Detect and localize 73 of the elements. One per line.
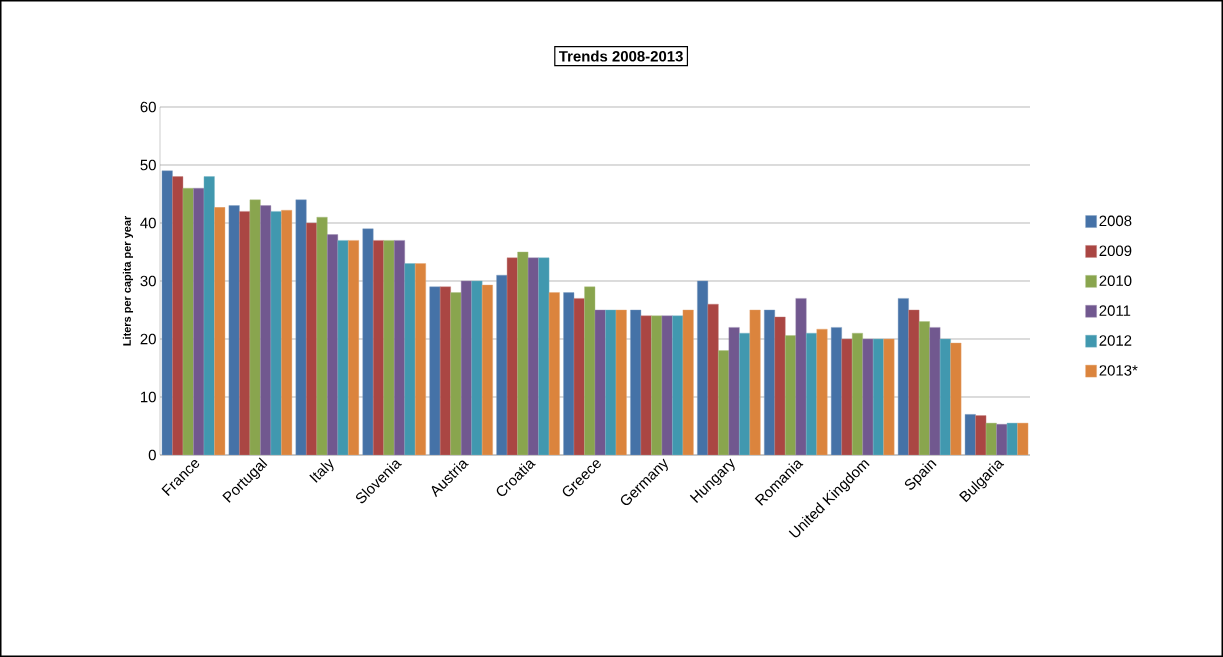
bar — [404, 263, 416, 455]
bar — [295, 199, 307, 455]
legend-label: 2013* — [1099, 365, 1138, 376]
bar — [337, 240, 349, 455]
bar — [172, 176, 184, 455]
chart-title: Trends 2008-2013 — [558, 50, 683, 62]
y-tick-label: 20 — [140, 333, 156, 345]
y-tick-label: 40 — [140, 217, 156, 229]
bar — [439, 286, 451, 455]
bar — [862, 338, 874, 455]
bar — [316, 216, 328, 455]
bar — [548, 292, 560, 455]
bar — [281, 210, 293, 455]
bar — [749, 309, 761, 455]
bar — [239, 211, 251, 455]
bar — [415, 263, 426, 455]
bar — [764, 309, 775, 455]
bar — [429, 286, 441, 455]
bar — [203, 176, 215, 455]
bar — [697, 280, 709, 455]
bar — [1017, 422, 1029, 455]
bar — [573, 298, 585, 455]
bar — [897, 298, 909, 455]
bar — [214, 207, 226, 455]
bar — [615, 309, 627, 455]
bar — [605, 309, 617, 455]
bar — [362, 228, 374, 455]
y-tick-label: 10 — [141, 391, 156, 403]
bar — [348, 240, 360, 455]
y-axis-title: Liters per capita per year — [122, 216, 134, 346]
bar — [161, 170, 173, 455]
legend-label: 2009 — [1099, 245, 1132, 257]
bar — [563, 292, 575, 455]
bar — [795, 298, 807, 455]
bar — [841, 338, 853, 455]
bar — [975, 415, 987, 455]
bar — [270, 211, 282, 455]
bar — [816, 328, 828, 455]
bar — [306, 222, 318, 455]
bar — [873, 338, 884, 455]
y-tick-label: 50 — [140, 159, 156, 171]
bar — [450, 292, 462, 455]
bar — [707, 303, 719, 455]
bar — [630, 309, 642, 455]
bar — [950, 342, 962, 455]
legend-label: 2012 — [1099, 335, 1132, 346]
legend-label: 2010 — [1099, 275, 1132, 286]
legend-label: 2011 — [1099, 305, 1131, 316]
bar — [939, 338, 951, 455]
bar — [806, 332, 817, 455]
bar — [831, 327, 842, 455]
bar — [538, 257, 550, 455]
bar — [964, 414, 976, 455]
bar — [471, 280, 483, 455]
x-tick-label: Italy — [309, 458, 334, 483]
bar — [640, 315, 652, 455]
bar — [373, 240, 384, 455]
bar — [672, 315, 684, 455]
bar — [1006, 422, 1018, 455]
bar — [506, 257, 518, 455]
bar — [228, 205, 240, 455]
y-tick-label: 0 — [148, 449, 156, 461]
legend-label: 2008 — [1099, 215, 1132, 227]
bar — [908, 309, 920, 455]
bar — [739, 332, 751, 455]
bar — [481, 284, 493, 455]
bar — [682, 309, 694, 455]
bar — [383, 240, 395, 455]
bar — [496, 274, 508, 455]
y-tick-label: 60 — [140, 101, 156, 113]
bar — [883, 338, 895, 455]
y-tick-label: 30 — [140, 275, 156, 287]
bar — [774, 316, 786, 455]
